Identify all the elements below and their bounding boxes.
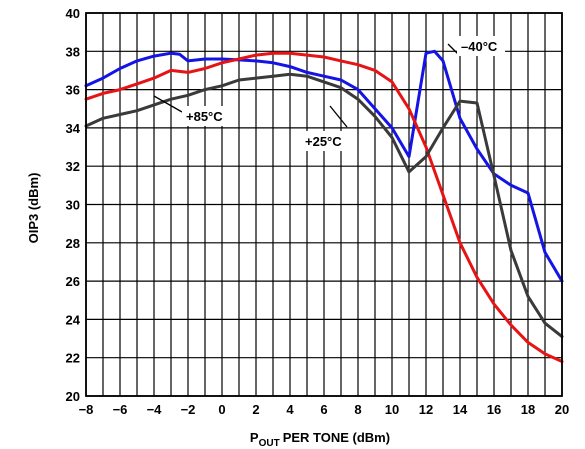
tick-labels: −8 −6 −4 −2 0 2 4 6 8 10 12 14 16 18 20202224262830323… (66, 6, 570, 417)
x-axis-label: POUT PER TONE (dBm) (250, 430, 390, 449)
x-tick-label: 20 (555, 402, 569, 417)
x-tick-label: 14 (453, 402, 468, 417)
annotations: +85°C +25°C –40°C (153, 36, 505, 151)
annotation-plus85: +85°C (186, 109, 223, 124)
x-axis-label-subscript: OUT (259, 438, 280, 449)
x-tick-label: 8 (354, 402, 361, 417)
x-tick-label: −4 (147, 402, 163, 417)
annotation-plus85-bg (182, 106, 234, 126)
x-tick-label: 4 (286, 402, 294, 417)
y-tick-label: 38 (66, 44, 80, 59)
plot-frame (85, 12, 563, 397)
y-tick-label: 34 (66, 121, 81, 136)
y-tick-label: 24 (66, 312, 81, 327)
annotation-plus85-leader (153, 95, 183, 113)
y-axis-label: OIP3 (dBm) (26, 173, 41, 244)
y-tick-label: 40 (66, 6, 80, 21)
x-tick-label: −2 (181, 402, 196, 417)
annotation-minus40-bg (457, 36, 505, 56)
x-tick-label: 10 (385, 402, 399, 417)
series-lines (84, 49, 564, 363)
x-tick-label: 0 (218, 402, 225, 417)
grid (85, 12, 563, 397)
x-tick-label: 2 (252, 402, 259, 417)
x-tick-label: −8 (79, 402, 94, 417)
annotation-minus40-leader (447, 43, 459, 55)
x-tick-label: 12 (419, 402, 433, 417)
series-line-2 (84, 51, 564, 363)
annotation-minus40: –40°C (461, 39, 498, 54)
x-tick-label: 6 (320, 402, 327, 417)
y-tick-label: 22 (66, 351, 80, 366)
y-tick-label: 20 (66, 389, 80, 404)
x-tick-label: 16 (487, 402, 501, 417)
series-line-3 (84, 72, 564, 339)
x-tick-label: 18 (521, 402, 535, 417)
y-tick-label: 36 (66, 83, 80, 98)
annotation-plus25-bg (303, 131, 354, 151)
y-tick-label: 28 (66, 236, 80, 251)
x-axis-label-prefix: P (250, 430, 259, 445)
x-tick-label: −6 (113, 402, 128, 417)
annotation-plus25: +25°C (305, 134, 342, 149)
x-axis-label-text: PER TONE (dBm) (283, 430, 390, 445)
y-tick-label: 32 (66, 159, 80, 174)
plot-border (85, 12, 563, 397)
series-line-1 (84, 49, 564, 283)
annotation-plus25-leader (329, 105, 348, 128)
y-tick-label: 26 (66, 274, 80, 289)
y-tick-label: 30 (66, 198, 80, 213)
